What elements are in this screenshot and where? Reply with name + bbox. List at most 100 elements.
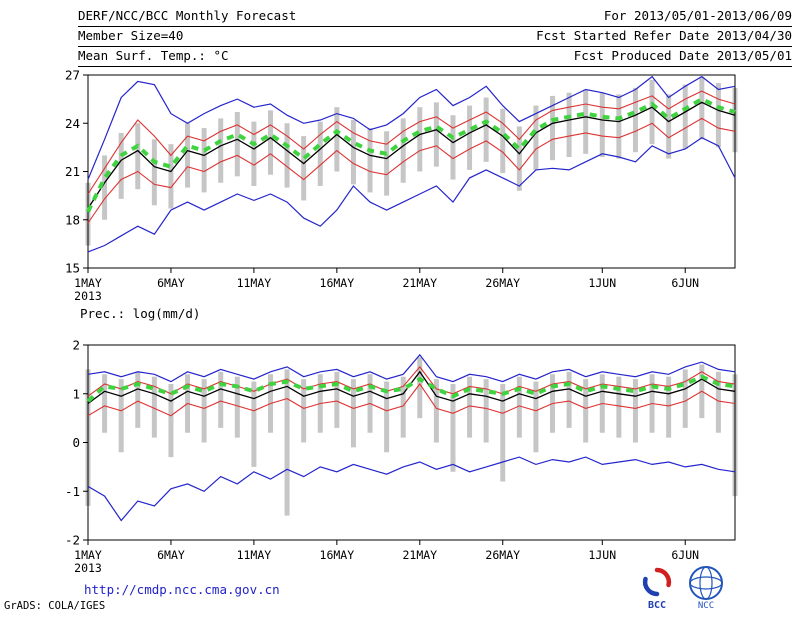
series-red_lower <box>87 117 736 224</box>
ensemble-spread-bar <box>334 371 340 428</box>
ensemble-spread-bar <box>666 94 672 159</box>
bcc-logo-red-arc <box>654 567 672 588</box>
x-tick-label: 6MAY <box>157 548 185 562</box>
ensemble-spread-bar <box>500 384 506 482</box>
series-blue_lower <box>87 137 736 253</box>
ensemble-spread-bar <box>666 376 672 438</box>
grads-credit: GrADS: COLA/IGES <box>4 600 106 612</box>
source-url: http://cmdp.ncc.cma.gov.cn <box>84 582 280 597</box>
x-tick-label: 1JUN <box>588 276 616 290</box>
bcc-logo: BCC <box>642 567 672 610</box>
variable-label-prec: Prec.: log(mm/d) <box>80 306 201 321</box>
chart-header: DERF/NCC/BCC Monthly Forecast For 2013/0… <box>78 7 792 67</box>
y-tick-label: 1 <box>72 386 80 401</box>
ensemble-spread-bar <box>583 379 589 443</box>
ensemble-spread-bar <box>649 79 655 145</box>
x-tick-label: 11MAY <box>237 276 272 290</box>
ensemble-spread-bar <box>467 376 473 438</box>
series-green_dashed <box>86 374 736 403</box>
ensemble-spread-bar <box>284 369 290 516</box>
ensemble-spread-bar <box>234 111 240 177</box>
bcc-logo-text: BCC <box>648 600 666 610</box>
x-tick-label: 11MAY <box>237 548 272 562</box>
header-row-3: Mean Surf. Temp.: °C Fcst Produced Date … <box>78 47 792 67</box>
ensemble-spread-bar <box>350 379 356 448</box>
y-tick-label: 0 <box>72 435 80 450</box>
x-tick-label: 21MAY <box>402 548 437 562</box>
x-tick-label: 16MAY <box>320 276 355 290</box>
ensemble-spread-bar <box>632 87 638 153</box>
x-tick-label: 16MAY <box>320 548 355 562</box>
ensemble-spread-bar <box>118 132 124 199</box>
y-tick-label: -1 <box>65 484 80 499</box>
y-tick-label: 15 <box>65 261 80 276</box>
x-tick-label: 6MAY <box>157 276 185 290</box>
ensemble-spread-bar <box>616 376 622 438</box>
x-tick-label: 21MAY <box>402 276 437 290</box>
ensemble-spread-bar <box>550 95 556 161</box>
ensemble-spread-bar <box>151 139 157 206</box>
ensemble-spread-bar <box>251 381 257 467</box>
ensemble-spread-bar <box>516 376 522 438</box>
ensemble-spread-bar <box>632 379 638 443</box>
ncc-logo-longitude-line <box>699 566 713 600</box>
x-tick-label: 1JUN <box>588 548 616 562</box>
x-year-label: 2013 <box>74 561 102 575</box>
ensemble-spread-bar <box>682 369 688 428</box>
ncc-logo: NCC <box>689 566 723 610</box>
ensemble-spread-bar <box>218 371 224 428</box>
ensemble-spread-bar <box>201 128 207 193</box>
ensemble-spread-bar <box>168 384 174 458</box>
x-tick-label: 6JUN <box>671 548 699 562</box>
x-tick-label: 26MAY <box>485 276 520 290</box>
ensemble-spread-bar <box>334 107 340 172</box>
y-tick-label: 24 <box>65 116 80 131</box>
ensemble-spread-bar <box>400 376 406 438</box>
series-red_upper <box>87 366 736 397</box>
ensemble-spread-bar <box>135 371 141 428</box>
ensemble-spread-bar <box>384 381 390 453</box>
ensemble-spread-bar <box>151 376 157 438</box>
ensemble-spread-bar <box>417 107 423 172</box>
ensemble-spread-bar <box>450 384 456 472</box>
y-tick-label: 2 <box>72 338 80 353</box>
header-row-2: Member Size=40 Fcst Started Refer Date 2… <box>78 27 792 47</box>
bcc-logo-blue-arc <box>642 576 660 597</box>
ensemble-spread-bar <box>417 357 423 419</box>
ensemble-spread-bar <box>367 128 373 193</box>
x-tick-label: 1MAY <box>74 276 102 290</box>
ensemble-spread-bar <box>516 126 522 191</box>
ensemble-spread-bar <box>400 118 406 183</box>
series-green_dashed <box>86 96 736 213</box>
ensemble-spread-bar <box>284 123 290 188</box>
x-tick-label: 6JUN <box>671 276 699 290</box>
page-title: DERF/NCC/BCC Monthly Forecast <box>78 8 297 23</box>
ensemble-spread-bar <box>102 155 108 220</box>
header-row-1: DERF/NCC/BCC Monthly Forecast For 2013/0… <box>78 7 792 27</box>
x-tick-label: 26MAY <box>485 548 520 562</box>
ensemble-spread-bar <box>699 76 705 140</box>
ensemble-spread-bar <box>715 371 721 433</box>
ensemble-spread-bar <box>135 123 141 190</box>
y-tick-label: 21 <box>65 164 80 179</box>
ensemble-spread-bar <box>682 84 688 149</box>
ensemble-spread-bar <box>218 118 224 183</box>
ensemble-spread-bar <box>500 108 506 174</box>
forecast-period: For 2013/05/01-2013/06/09 <box>603 8 792 23</box>
y-tick-label: 18 <box>65 212 80 227</box>
ensemble-spread-bar <box>201 379 207 443</box>
ensemble-spread-bar <box>533 105 539 170</box>
series-blue_upper <box>87 75 736 180</box>
ensemble-spread-bar <box>433 102 439 167</box>
ensemble-spread-bar <box>301 379 307 443</box>
variable-label-temp: Mean Surf. Temp.: °C <box>78 48 229 63</box>
series-red_lower <box>87 383 736 417</box>
ensemble-spread-bar <box>483 379 489 443</box>
ensemble-spread-bar <box>317 121 323 186</box>
refer-date-label: Fcst Started Refer Date 2013/04/30 <box>536 28 792 43</box>
produced-date-label: Fcst Produced Date 2013/05/01 <box>573 48 792 63</box>
ncc-logo-globe <box>689 566 723 600</box>
x-tick-label: 1MAY <box>74 548 102 562</box>
ensemble-spread-bar <box>483 97 489 162</box>
